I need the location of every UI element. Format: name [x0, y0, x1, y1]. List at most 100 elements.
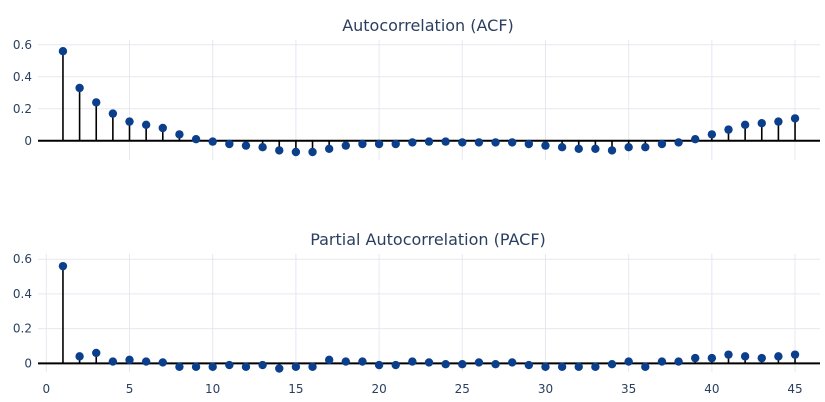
pacf-point — [691, 353, 700, 363]
acf-point — [441, 137, 450, 146]
pacf-point — [125, 355, 134, 365]
pacf-panel: Partial Autocorrelation (PACF) 0 0.2 0.4 0.… — [13, 230, 820, 396]
pacf-point — [324, 355, 334, 365]
pacf-x-tick-label: 5 — [126, 382, 134, 396]
acf-point — [574, 144, 583, 153]
acf-point — [474, 138, 484, 147]
pacf-point — [58, 261, 68, 271]
acf-point — [740, 120, 750, 129]
pacf-point — [757, 353, 766, 363]
acf-point — [391, 139, 400, 149]
pacf-point — [607, 359, 617, 369]
acf-point — [241, 141, 251, 150]
acf-point — [58, 47, 68, 56]
acf-y-tick-label: 0.2 — [13, 102, 32, 116]
pacf-point — [175, 362, 184, 371]
acf-y-tick-label: 0.6 — [13, 38, 32, 52]
pacf-point — [408, 357, 417, 366]
pacf-point — [674, 357, 683, 366]
pacf-x-tick-label: 25 — [455, 382, 470, 396]
acf-point — [424, 137, 434, 146]
acf-point — [275, 146, 284, 155]
acf-y-tick-label: 0 — [24, 134, 32, 148]
pacf-point — [541, 362, 550, 371]
acf-point — [374, 139, 384, 149]
acf-y-tick-label: 0.4 — [13, 70, 32, 84]
pacf-point — [641, 362, 650, 371]
acf-point — [557, 143, 567, 152]
pacf-x-tick-label: 15 — [288, 382, 303, 396]
pacf-point — [574, 362, 583, 371]
pacf-point — [774, 352, 783, 361]
acf-point — [724, 125, 733, 134]
pacf-x-tick-label: 45 — [787, 382, 802, 396]
pacf-point — [441, 359, 450, 369]
pacf-gridlines — [38, 254, 820, 372]
acf-point — [291, 147, 301, 157]
pacf-x-tick-label: 35 — [621, 382, 636, 396]
acf-point — [108, 109, 118, 118]
acf-point — [790, 114, 800, 123]
pacf-point — [557, 362, 567, 371]
acf-point — [158, 123, 167, 133]
pacf-y-tick-label: 0.4 — [13, 287, 32, 301]
acf-point — [75, 83, 84, 93]
pacf-point — [275, 364, 284, 373]
pacf-point — [341, 357, 351, 366]
acf-point — [591, 144, 600, 153]
acf-point — [607, 146, 617, 155]
pacf-point — [458, 359, 467, 369]
pacf-y-tick-label: 0.6 — [13, 252, 32, 266]
pacf-point — [740, 352, 750, 361]
pacf-x-tick-label: 10 — [205, 382, 220, 396]
pacf-point — [707, 353, 717, 363]
acf-point — [408, 138, 417, 147]
pacf-x-tick-label: 0 — [42, 382, 50, 396]
pacf-point — [258, 360, 267, 370]
acf-point — [141, 120, 151, 129]
acf-point — [208, 137, 217, 146]
acf-point — [691, 135, 700, 144]
pacf-point — [308, 362, 317, 371]
pacf-x-tick-label: 40 — [704, 382, 719, 396]
acf-title: Autocorrelation (ACF) — [342, 16, 514, 35]
acf-point — [225, 139, 234, 149]
acf-point — [258, 143, 267, 152]
acf-point — [507, 138, 517, 147]
pacf-point — [724, 350, 733, 359]
acf-point — [308, 147, 317, 157]
pacf-x-tick-label: 30 — [538, 382, 553, 396]
acf-point — [324, 144, 334, 153]
acf-point — [191, 135, 201, 144]
pacf-point — [191, 362, 201, 371]
pacf-point — [75, 352, 84, 361]
acf-gridlines — [38, 40, 820, 160]
pacf-title: Partial Autocorrelation (PACF) — [310, 230, 546, 249]
pacf-point — [657, 357, 667, 366]
acf-point — [657, 139, 667, 149]
acf-point — [624, 143, 633, 152]
pacf-x-tick-label: 20 — [371, 382, 386, 396]
pacf-point — [624, 357, 633, 366]
pacf-point — [92, 348, 101, 358]
acf-point — [524, 139, 534, 149]
pacf-point — [108, 357, 118, 366]
pacf-y-tick-label: 0 — [24, 356, 32, 370]
acf-point — [491, 138, 500, 147]
acf-point — [458, 138, 467, 147]
acf-point — [757, 119, 766, 128]
pacf-point — [507, 358, 517, 367]
pacf-y-tick-label: 0.2 — [13, 322, 32, 336]
pacf-point — [374, 360, 384, 370]
acf-point — [358, 139, 367, 149]
acf-point — [774, 117, 783, 126]
acf-point — [674, 138, 683, 147]
pacf-point — [291, 362, 301, 371]
pacf-point — [358, 357, 367, 366]
acf-panel: Autocorrelation (ACF) 0 0.2 0.4 0.6 — [13, 16, 820, 160]
acf-point — [341, 141, 351, 150]
acf-point — [92, 98, 101, 107]
acf-point — [175, 130, 184, 139]
acf-point — [641, 143, 650, 152]
